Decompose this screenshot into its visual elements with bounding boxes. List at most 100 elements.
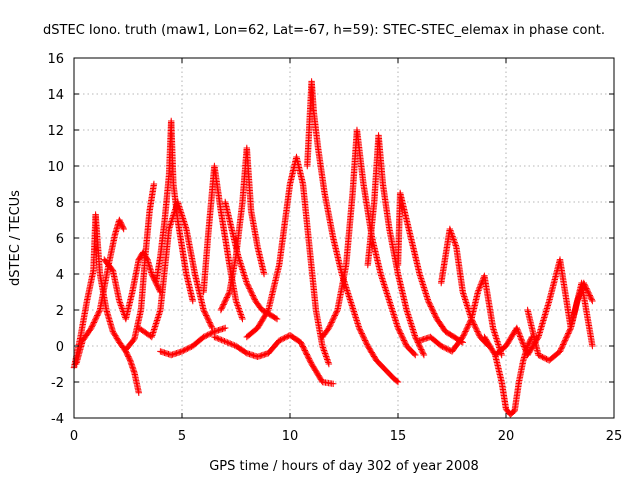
data-point <box>221 299 228 307</box>
data-point <box>209 329 217 336</box>
data-point <box>119 224 127 231</box>
data-point <box>589 342 596 350</box>
series-8 <box>200 162 246 323</box>
series-16 <box>394 189 466 346</box>
data-point <box>239 315 246 323</box>
data-point <box>205 316 212 323</box>
data-point <box>324 356 331 363</box>
data-point <box>94 312 101 319</box>
data-point <box>320 345 327 353</box>
data-point <box>319 344 327 351</box>
data-point <box>181 346 188 354</box>
data-point <box>201 309 209 316</box>
data-point <box>203 332 210 339</box>
data-point <box>178 348 186 355</box>
data-point <box>206 319 213 326</box>
data-point <box>451 239 458 246</box>
data-point <box>517 334 524 342</box>
data-point <box>260 270 268 278</box>
data-point <box>109 328 117 335</box>
data-point <box>218 305 225 312</box>
data-point <box>116 299 124 306</box>
data-point <box>225 290 233 297</box>
data-point <box>325 359 332 366</box>
data-point <box>220 301 227 308</box>
data-point <box>110 329 117 337</box>
data-point <box>235 305 242 312</box>
data-point <box>249 292 256 299</box>
x-tick-label: 10 <box>282 429 299 444</box>
data-point <box>237 309 244 317</box>
data-point <box>319 342 326 350</box>
data-point <box>234 302 241 309</box>
data-point <box>244 281 251 288</box>
data-point <box>201 333 209 340</box>
series-12 <box>211 332 337 387</box>
data-point <box>516 331 523 339</box>
x-tick-label: 0 <box>70 429 78 444</box>
data-point <box>150 180 158 188</box>
data-point <box>93 313 100 321</box>
data-point <box>209 324 216 332</box>
y-tick-label: -2 <box>51 376 64 391</box>
data-point <box>94 310 102 318</box>
data-point <box>204 315 211 322</box>
data-point <box>118 303 125 311</box>
data-point <box>205 331 213 338</box>
data-point <box>117 302 125 309</box>
data-point <box>90 319 98 326</box>
y-tick-label: -4 <box>51 412 64 427</box>
data-point <box>92 315 100 322</box>
data-point <box>130 336 137 344</box>
data-point <box>112 333 120 341</box>
data-point <box>111 331 118 338</box>
data-point <box>245 283 252 291</box>
data-point <box>203 313 211 321</box>
y-tick-label: 6 <box>56 232 64 247</box>
data-point <box>232 297 240 305</box>
data-point <box>113 335 121 342</box>
data-point <box>120 225 127 233</box>
data-point <box>330 380 337 387</box>
series-9 <box>217 144 268 314</box>
chart-title: dSTEC Iono. truth (maw1, Lon=62, Lat=-67… <box>43 23 605 38</box>
data-point <box>205 317 213 325</box>
data-point <box>201 308 208 315</box>
data-point <box>237 311 245 318</box>
data-point <box>202 310 209 318</box>
data-point <box>518 336 525 343</box>
data-point <box>247 288 254 295</box>
data-point <box>446 225 454 233</box>
data-point <box>208 323 215 330</box>
data-point <box>224 291 232 298</box>
data-point <box>89 322 96 329</box>
y-tick-label: 4 <box>56 268 64 283</box>
y-tick-label: 12 <box>47 124 64 139</box>
data-point <box>273 315 281 323</box>
data-point <box>189 297 196 305</box>
y-tick-label: 2 <box>56 304 64 319</box>
series-11 <box>243 153 333 368</box>
data-point <box>117 300 124 308</box>
data-point <box>322 353 330 360</box>
data-point <box>322 351 329 359</box>
data-point <box>217 306 225 314</box>
data-point <box>248 290 256 298</box>
data-point <box>246 285 253 292</box>
data-point <box>321 350 329 357</box>
data-point <box>88 323 96 330</box>
data-point <box>250 295 258 302</box>
data-point <box>221 298 229 305</box>
data-point <box>320 347 328 354</box>
x-tick-label: 5 <box>178 429 186 444</box>
data-point <box>222 324 229 332</box>
y-tick-label: 0 <box>56 340 64 355</box>
data-point <box>272 315 280 322</box>
data-point <box>108 266 116 273</box>
data-point <box>323 354 330 362</box>
data-point <box>324 357 331 365</box>
data-point <box>95 309 102 316</box>
data-point <box>321 348 328 356</box>
data-point <box>87 326 94 333</box>
data-point <box>219 304 226 311</box>
